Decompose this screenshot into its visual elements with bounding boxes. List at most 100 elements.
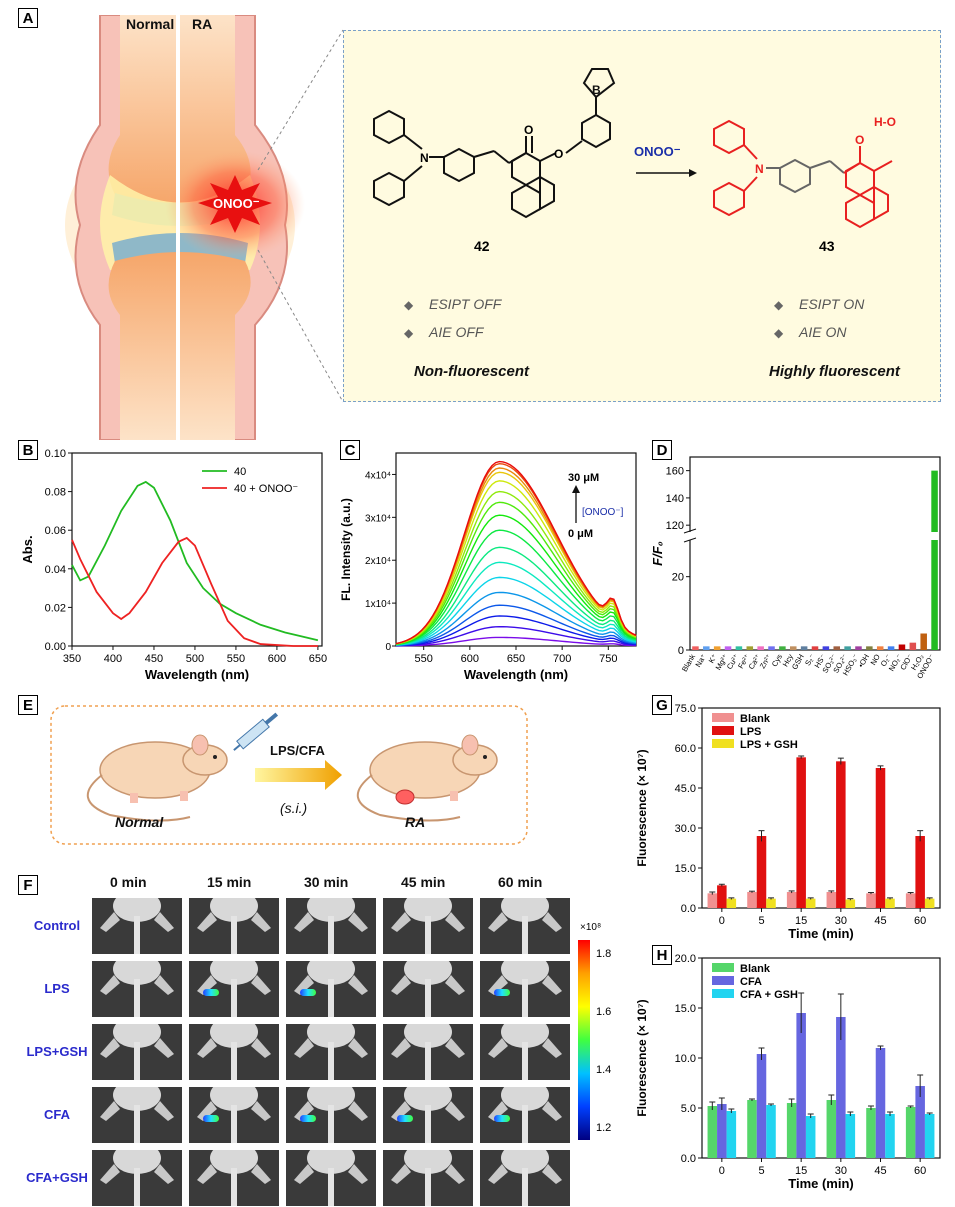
bar (779, 646, 786, 650)
bar (836, 761, 846, 908)
x-tick-label: 45 (874, 1165, 886, 1177)
bar (920, 633, 927, 650)
time-header: 0 min (110, 874, 147, 890)
legend-label: LPS + GSH (740, 739, 798, 751)
mouse-image (480, 1087, 570, 1143)
y-tick-label: 3x10⁴ (365, 513, 391, 524)
bar (768, 646, 775, 650)
joint-illustration: Normal RA ONOO⁻ (65, 15, 305, 440)
mouse-image (92, 1150, 182, 1206)
bar (796, 1013, 806, 1158)
mouse-silhouette (391, 961, 465, 1017)
colorbar-tick: 1.6 (596, 1006, 612, 1018)
y-axis-label: Fluorescence (× 10⁷) (635, 999, 649, 1116)
bar (735, 646, 743, 650)
onoo-burst (198, 175, 272, 233)
panel-label-e: E (18, 695, 38, 715)
mouse-silhouette (391, 898, 465, 954)
bar (833, 646, 840, 650)
y-axis-label: Fluorescence (× 10⁷) (635, 749, 649, 866)
bar (855, 646, 862, 650)
legend-label: 40 (234, 466, 246, 478)
diamond-icon: ◆ (774, 326, 784, 340)
group-label: CFA (44, 1107, 70, 1122)
time-header: 45 min (401, 874, 446, 890)
bar (909, 642, 917, 650)
bar (756, 836, 767, 908)
legend-swatch (712, 976, 734, 985)
bar (905, 893, 916, 908)
mouse-image (286, 1150, 376, 1206)
bar (786, 1103, 797, 1158)
model-scheme: Normal LPS/CFA (s.i.) RA (50, 705, 528, 845)
mouse-silhouette (294, 1150, 368, 1206)
legend-label: Blank (740, 713, 771, 725)
n-atom-left: N (420, 151, 429, 165)
mouse-silhouette (197, 898, 271, 954)
o-atom-left: O (524, 123, 533, 137)
mouse-image (286, 1087, 376, 1143)
bar (844, 646, 851, 650)
compound-43-label: 43 (819, 238, 835, 254)
spectrum-line (395, 636, 637, 647)
panel-label-f: F (18, 875, 38, 895)
x-tick-label: 5 (758, 1165, 764, 1177)
plot-frame (701, 707, 941, 909)
plot-frame (689, 456, 941, 651)
bar (875, 1048, 886, 1158)
x-tick-label: 700 (553, 653, 571, 665)
spectrum-line (395, 490, 637, 645)
lps-fluorescence-chart: 0.0 15.0 30.0 45.0 60.0 75.0 Time (min) Fluores… (635, 703, 941, 941)
left-state: Non-fluorescent (414, 363, 530, 380)
spectrum-line (395, 514, 637, 645)
o-ether-left: O (554, 147, 563, 161)
right-bullet-1: ESIPT ON (799, 296, 865, 312)
bar (726, 1111, 737, 1158)
x-tick-label: 0 (719, 1165, 725, 1177)
x-tick-label: 15 (795, 1165, 807, 1177)
bar (826, 892, 837, 908)
bar (924, 1114, 935, 1158)
colorbar-tick: 1.8 (596, 948, 612, 960)
mouse-image (480, 1024, 570, 1080)
bar (931, 470, 938, 532)
legend-swatch (712, 989, 734, 998)
route-label: (s.i.) (280, 800, 307, 816)
x-axis-label: Wavelength (nm) (145, 667, 249, 682)
panel-label-g: G (652, 695, 672, 715)
x-tick-label: 5 (758, 915, 764, 927)
bar (866, 1108, 876, 1158)
mouse-image (286, 898, 376, 954)
syringe-icon (233, 712, 279, 751)
mouse-image (383, 1087, 473, 1143)
bar (866, 646, 873, 650)
bar (836, 1017, 846, 1158)
panel-label-h: H (652, 945, 672, 965)
fluorescence-spectra-chart: 550 600 650 700 750 0 1x10⁴ 2x10⁴ 3x10⁴ 4x10⁴ Wave… (339, 452, 637, 682)
mouse-silhouette (100, 1087, 174, 1143)
bar (707, 893, 718, 908)
x-tick-label: 650 (309, 653, 327, 665)
mouse-silhouette (197, 1087, 271, 1143)
reaction-arrowhead (689, 169, 697, 177)
bar (726, 898, 737, 908)
bar (756, 1054, 767, 1158)
normal-label: Normal (126, 16, 174, 32)
x-tick-label: K⁺ (707, 652, 719, 664)
mouse-silhouette (488, 1150, 562, 1206)
panel-label-b: B (18, 440, 38, 460)
time-header: 30 min (304, 874, 349, 890)
bar (915, 836, 925, 908)
normal-mouse-icon (86, 734, 228, 822)
x-tick-label: 500 (186, 653, 204, 665)
mouse-image (480, 1150, 570, 1206)
time-header: 60 min (498, 874, 543, 890)
injection-label: LPS/CFA (270, 743, 326, 758)
bar (800, 646, 808, 650)
axis-break-mark (683, 537, 697, 543)
mouse-silhouette (488, 1024, 562, 1080)
transition-arrow (255, 760, 342, 790)
group-label: CFA+GSH (26, 1170, 88, 1185)
bar (905, 1107, 916, 1158)
mouse-silhouette (488, 898, 562, 954)
